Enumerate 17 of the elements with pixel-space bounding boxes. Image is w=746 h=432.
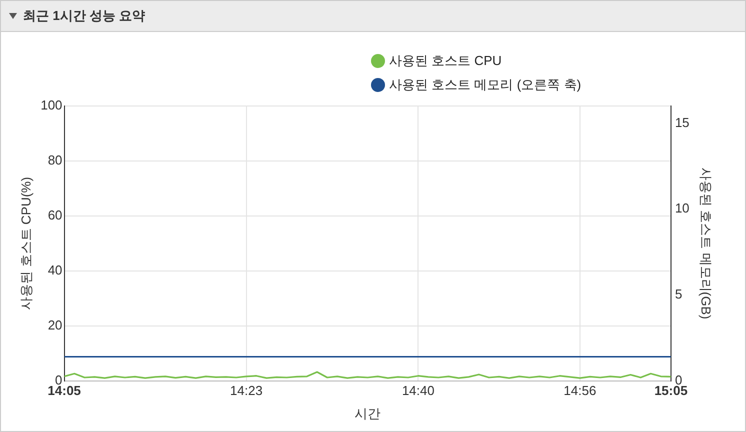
y2-tick-label: 5 (674, 286, 682, 302)
x-axis-title: 시간 (354, 406, 381, 421)
y-axis-title: 사용된 호스트 CPU(%) (18, 176, 34, 310)
chart-title: 최근 1시간 성능 요약 (23, 7, 146, 25)
y2-axis-title: 사용된 호스트 메모리(GB) (698, 168, 714, 320)
legend-label: 사용된 호스트 CPU (389, 52, 502, 70)
y-tick-label: 60 (48, 208, 62, 222)
legend-label: 사용된 호스트 메모리 (오른쪽 축) (389, 76, 582, 94)
y-tick-label: 40 (48, 262, 62, 278)
y-tick-label: 20 (48, 317, 62, 332)
y-tick-label: 80 (48, 152, 62, 168)
y2-tick-label: 15 (674, 114, 690, 130)
y-tick-label: 100 (40, 98, 62, 113)
x-tick-label: 14:56 (564, 383, 596, 398)
y2-tick-label: 10 (674, 200, 690, 216)
x-tick-label: 14:23 (230, 383, 263, 398)
x-tick-label: 14:40 (402, 383, 434, 398)
